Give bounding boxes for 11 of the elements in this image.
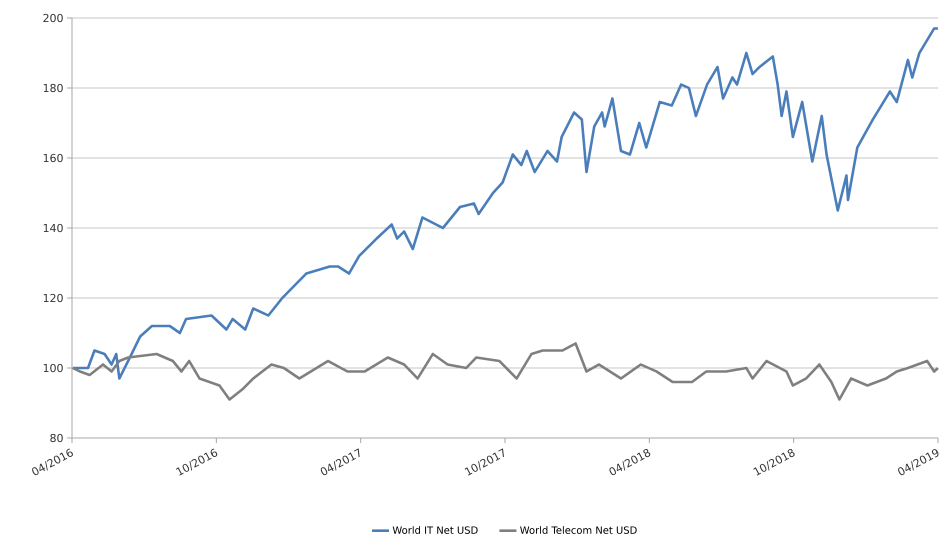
y-tick-label: 80 [50, 434, 63, 442]
legend-label: World IT Net USD [392, 526, 478, 534]
y-tick-label: 200 [43, 14, 63, 22]
y-tick-label: 120 [44, 294, 63, 302]
y-tick-label: 140 [44, 224, 63, 232]
line-series [72, 27, 940, 380]
y-tick-label: 100 [44, 364, 63, 372]
y-tick-label: 160 [44, 154, 63, 162]
line-series [72, 342, 940, 401]
legend-label: World Telecom Net USD [520, 526, 637, 534]
y-tick-label: 180 [44, 84, 63, 92]
